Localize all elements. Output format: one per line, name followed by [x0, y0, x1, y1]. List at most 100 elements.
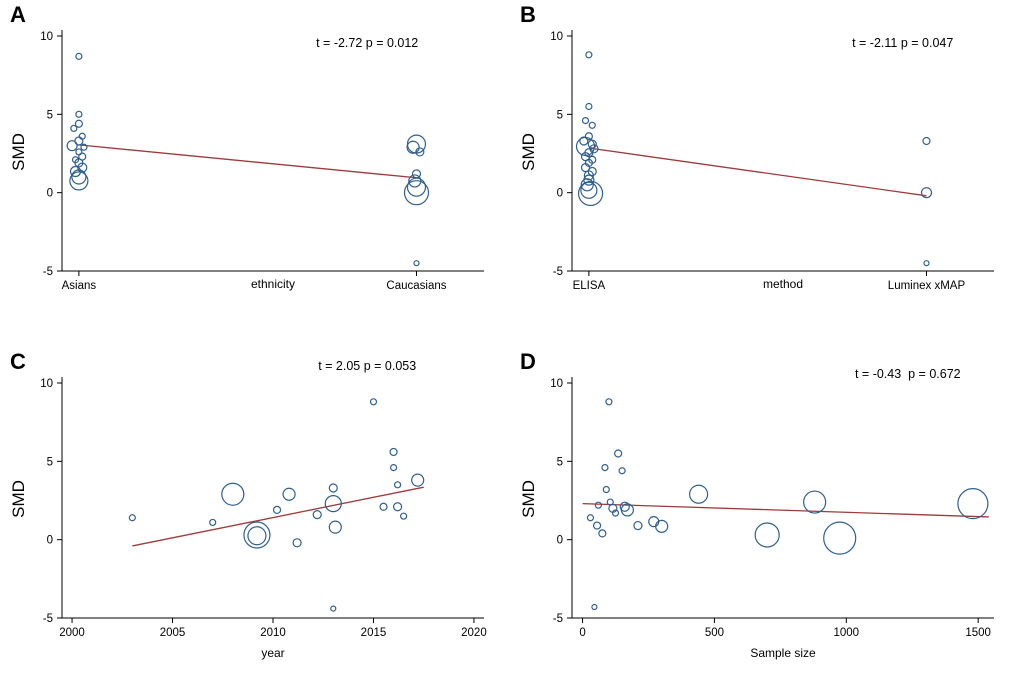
- data-point: [411, 473, 425, 487]
- data-point: [586, 514, 595, 522]
- x-tick-label: Caucasians: [386, 280, 446, 292]
- x-tick-label: 2020: [461, 627, 487, 639]
- panel-b: B t = -2.11 p = 0.047 SMD method -5 0 5 10 E…: [510, 0, 1020, 347]
- data-point: [619, 501, 630, 512]
- data-point: [71, 169, 87, 185]
- regression-line: [588, 147, 927, 197]
- y-tick-label: 0: [557, 535, 563, 547]
- data-point: [406, 140, 420, 154]
- y-tick-label: 10: [40, 31, 53, 43]
- panel-b-stats: t = -2.11 p = 0.047: [852, 36, 954, 50]
- y-tick-label: 5: [47, 109, 53, 121]
- data-point: [328, 520, 342, 534]
- panel-d-stats: t = -0.43 p = 0.672: [854, 367, 961, 381]
- data-point: [655, 519, 669, 533]
- panel-d-xlabel: Sample size: [750, 646, 816, 660]
- data-point: [379, 502, 388, 511]
- x-tick-label: 1500: [965, 627, 991, 639]
- regression-line: [582, 502, 989, 518]
- regression-line: [78, 144, 417, 179]
- data-point: [392, 502, 403, 512]
- x-tick-label: Asians: [62, 280, 97, 292]
- data-point: [585, 51, 593, 59]
- data-point: [583, 170, 594, 181]
- panel-a-stats: t = -2.72 p = 0.012: [316, 36, 419, 50]
- data-point: [403, 180, 430, 206]
- y-tick-label: 0: [47, 535, 53, 547]
- data-point: [400, 512, 408, 520]
- data-point: [74, 136, 84, 146]
- data-point: [581, 116, 590, 125]
- data-point: [633, 520, 643, 531]
- panel-b-chart: -5 0 5 10 ELISA Luminex xMAP: [550, 30, 994, 292]
- x-tick-label: 2005: [160, 627, 186, 639]
- data-point: [272, 505, 282, 514]
- data-point: [580, 178, 594, 192]
- data-point: [324, 495, 342, 513]
- x-tick-label: 0: [579, 627, 585, 639]
- panel-d: D t = -0.43 p = 0.672 SMD Sample size -5…: [510, 347, 1020, 695]
- data-point: [80, 143, 88, 151]
- panel-c-letter: C: [10, 349, 26, 374]
- panel-a-xlabel: ethnicity: [250, 277, 296, 291]
- data-point: [920, 187, 933, 199]
- y-tick-label: 5: [557, 109, 563, 121]
- y-tick-label: 0: [557, 188, 563, 200]
- data-point: [601, 463, 609, 472]
- y-tick-label: -5: [43, 613, 53, 625]
- panel-d-ylabel: SMD: [519, 480, 538, 518]
- panel-a-ylabel: SMD: [9, 133, 28, 171]
- data-point: [393, 481, 402, 489]
- data-point: [389, 463, 398, 472]
- x-tick-label: 2000: [59, 627, 85, 639]
- panel-c-ylabel: SMD: [9, 480, 28, 518]
- data-point: [585, 102, 593, 111]
- data-point: [803, 490, 827, 514]
- data-point: [689, 484, 709, 504]
- data-point: [580, 163, 591, 173]
- data-point: [591, 603, 598, 611]
- data-point: [605, 398, 613, 406]
- data-point: [754, 522, 780, 548]
- x-tick-label: Luminex xMAP: [888, 280, 966, 292]
- data-point: [209, 518, 217, 527]
- data-point: [128, 514, 136, 522]
- data-point: [618, 467, 626, 475]
- x-tick-label: 500: [705, 627, 724, 639]
- data-point: [312, 510, 322, 520]
- panel-d-letter: D: [520, 349, 536, 374]
- data-point: [71, 156, 80, 164]
- data-point: [75, 110, 83, 118]
- regression-line: [132, 486, 424, 547]
- x-tick-label: ELISA: [573, 280, 606, 292]
- x-tick-label: 2010: [260, 627, 286, 639]
- panel-d-chart: -5 0 5 10 0 500 1000 1500: [550, 377, 994, 639]
- data-point: [330, 605, 337, 612]
- data-point: [413, 260, 420, 267]
- data-point: [70, 124, 78, 133]
- data-point: [614, 449, 623, 458]
- panel-b-xlabel: method: [762, 277, 804, 291]
- panel-a: A t = -2.72 p = 0.012 SMD ethnicity -5 0 5…: [0, 0, 510, 347]
- data-point: [579, 136, 589, 146]
- panel-a-chart: -5 0 5 10 Asians Caucasians: [40, 30, 484, 292]
- data-point: [598, 529, 607, 538]
- y-tick-label: 0: [47, 188, 53, 200]
- data-point: [328, 483, 338, 493]
- data-point: [592, 521, 602, 530]
- data-point: [292, 538, 302, 548]
- data-point: [75, 52, 83, 60]
- y-tick-label: 10: [550, 378, 563, 390]
- data-point: [415, 147, 425, 157]
- y-tick-label: 10: [40, 378, 53, 390]
- data-point: [922, 136, 931, 146]
- x-tick-label: 2015: [361, 627, 387, 639]
- data-point: [75, 148, 83, 156]
- panel-b-letter: B: [520, 2, 536, 27]
- data-point: [66, 140, 78, 152]
- panel-c-chart: -5 0 5 10 2000 2005 2010 2015 2020: [40, 377, 487, 639]
- data-point: [594, 501, 602, 509]
- data-point: [584, 132, 593, 141]
- data-point: [620, 503, 634, 517]
- y-tick-label: 10: [550, 31, 563, 43]
